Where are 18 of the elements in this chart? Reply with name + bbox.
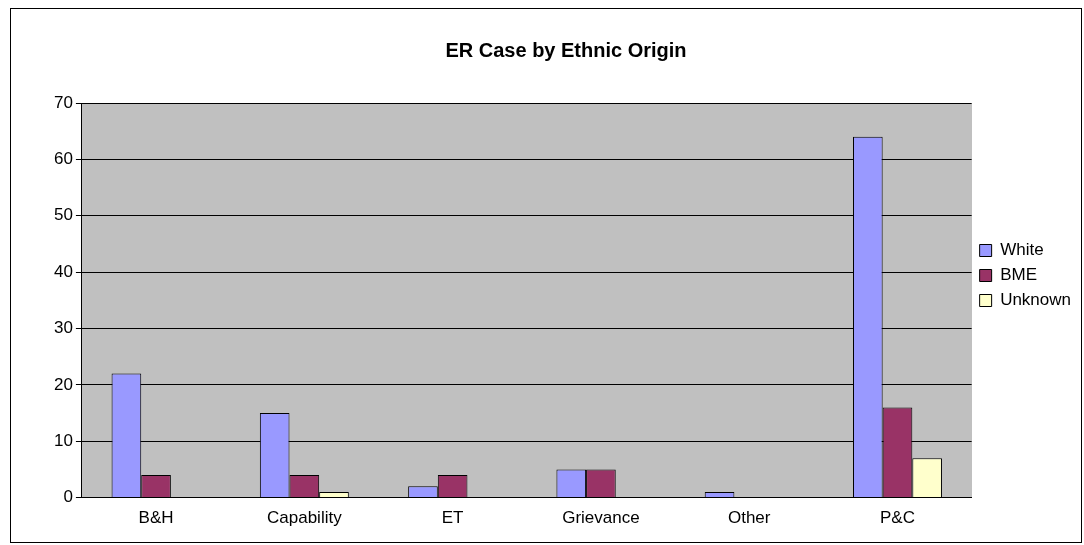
chart-title: ER Case by Ethnic Origin [445,38,687,61]
y-tick-label: 20 [53,374,73,394]
y-tick-label: 30 [53,318,73,338]
x-tick-label: B&H [138,508,174,528]
y-tick-label: 70 [53,92,73,112]
legend-label: White [1000,240,1044,260]
legend-label: Unknown [1000,290,1071,310]
y-tick-label: 40 [53,261,73,281]
x-tick-label: P&C [880,508,915,528]
y-tick-label: 10 [53,430,73,450]
x-tick-label: Capability [267,508,343,528]
y-tick-label: 50 [53,205,73,225]
x-tick-label: ET [441,508,464,528]
y-tick-label: 0 [63,487,73,507]
y-tick-label: 60 [53,149,73,169]
x-tick-label: Grievance [562,508,640,528]
legend-label: BME [1000,265,1037,285]
x-tick-label: Other [727,508,771,528]
